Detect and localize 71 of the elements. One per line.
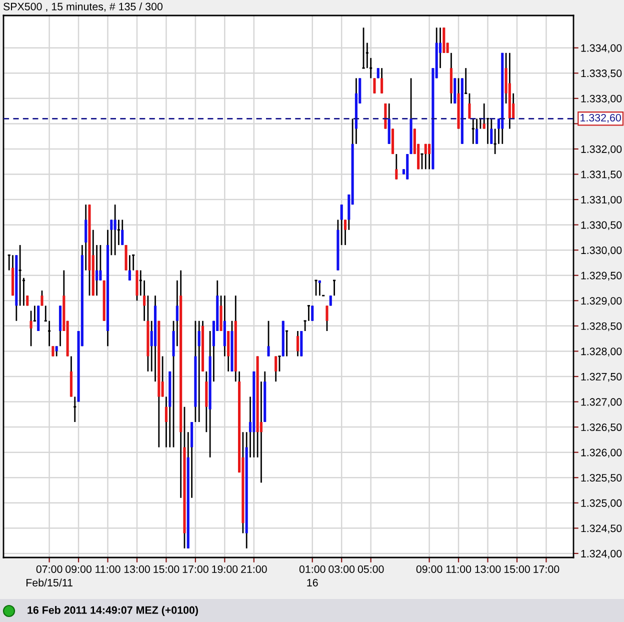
candlestick xyxy=(428,143,431,170)
x-tick-label: 05:00 xyxy=(358,565,384,573)
candlestick xyxy=(55,345,58,357)
candlestick xyxy=(143,280,146,322)
x-tick-label: 11:00 xyxy=(446,565,472,573)
y-tick-label: 1.333,00 xyxy=(581,94,622,104)
candlestick xyxy=(198,320,200,423)
y-tick-label: 1.334,00 xyxy=(581,44,622,54)
candlestick xyxy=(340,204,343,246)
y-tick-label: 1.324,00 xyxy=(581,550,622,559)
candlestick xyxy=(424,143,427,170)
candlestick xyxy=(362,26,366,69)
candlestick xyxy=(314,280,318,296)
ref-line-label: 1.332,60 xyxy=(580,114,621,123)
candlestick xyxy=(318,280,321,296)
y-tick-label: 1.324,50 xyxy=(581,524,622,534)
candlestick xyxy=(121,219,124,246)
y-tick-label: 1.328,50 xyxy=(581,322,622,332)
y-tick-label: 1.325,50 xyxy=(581,474,622,483)
x-tick-label: 21:00 xyxy=(241,565,267,573)
candlestick xyxy=(344,219,347,246)
x-tick-label: 19:00 xyxy=(212,565,238,573)
y-tick-label: 1.326,00 xyxy=(581,448,622,458)
y-tick-label: 1.332,00 xyxy=(581,145,622,154)
candlestick xyxy=(311,305,314,322)
y-tick-label: 1.325,00 xyxy=(581,499,622,508)
y-tick-label: 1.328,00 xyxy=(581,348,622,356)
y-tick-label: 1.333,50 xyxy=(581,70,622,78)
y-tick-label: 1.329,50 xyxy=(581,272,622,281)
candlestick xyxy=(96,244,98,296)
x-tick-label: 09:00 xyxy=(416,565,442,573)
candlestick xyxy=(486,118,490,145)
x-tick-label: 09:00 xyxy=(66,565,92,573)
x-tick-label: 03:00 xyxy=(328,565,355,573)
candlestick xyxy=(267,320,270,357)
x-tick-label: 13:00 xyxy=(124,565,150,573)
candlestick xyxy=(99,244,102,282)
text: 16 Feb 2011 14:49:07 MEZ (+0100) xyxy=(28,606,198,616)
y-tick-label: 1.331,00 xyxy=(581,196,622,205)
candlestick xyxy=(40,290,44,306)
y-tick-label: 1.326,50 xyxy=(581,423,622,432)
candlestick xyxy=(306,305,311,322)
x-tick-label: 15:00 xyxy=(154,565,180,573)
candlestick xyxy=(30,310,32,347)
x-tick-label: 11:00 xyxy=(96,565,120,573)
x-tick-label: 17:00 xyxy=(534,565,560,573)
candlestick xyxy=(164,396,168,448)
candlestick xyxy=(274,356,278,382)
candlestick xyxy=(468,92,471,120)
candlestick xyxy=(490,118,493,145)
candlestick xyxy=(326,305,328,332)
candlestick xyxy=(373,78,376,94)
x-tick-label: 01:00 16 xyxy=(299,565,326,586)
candlestick xyxy=(296,330,300,357)
y-tick-label: 1.330,50 xyxy=(581,221,622,230)
x-tick-label: 15:00 xyxy=(504,565,530,573)
y-tick-label: 1.330,00 xyxy=(581,246,622,256)
x-tick-label: 17:00 xyxy=(182,565,208,573)
y-tick-label: 1.327,00 xyxy=(581,398,622,408)
candlestick xyxy=(52,345,54,357)
y-tick-label: 1.331,50 xyxy=(581,170,622,180)
candlestick xyxy=(395,153,398,180)
y-tick-label: 1.327,50 xyxy=(581,372,622,382)
candlestick xyxy=(114,204,116,256)
x-tick-label: 13:00 xyxy=(475,565,501,573)
candlestick xyxy=(476,118,478,145)
candlestick xyxy=(128,254,131,282)
candlestick xyxy=(380,67,384,94)
y-tick-label: 1.329,00 xyxy=(581,297,622,306)
candlestick xyxy=(278,356,282,372)
chart-title: SPX500 , 15 minutes, # 135 / 300 xyxy=(3,2,163,12)
